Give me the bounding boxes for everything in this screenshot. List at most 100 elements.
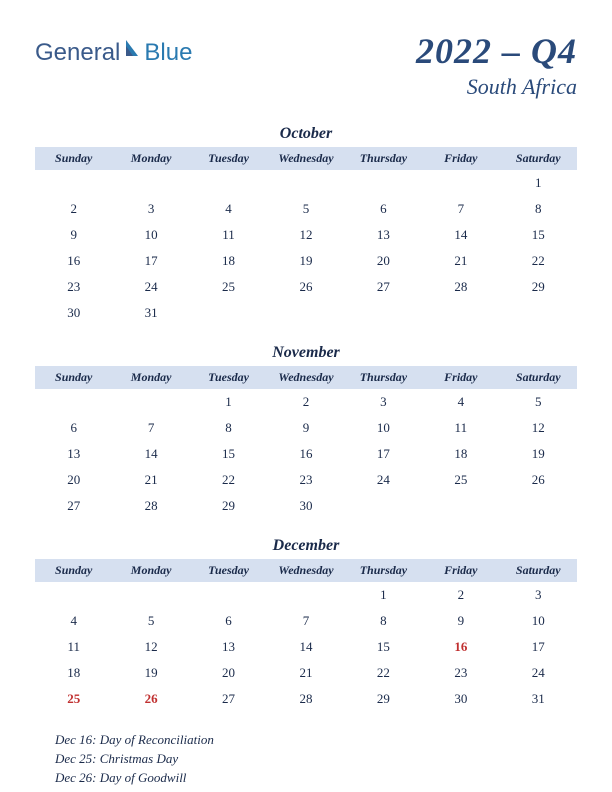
day-cell (422, 300, 499, 326)
day-cell: 3 (500, 582, 577, 608)
table-row: 25262728293031 (35, 686, 577, 712)
day-header: Friday (422, 147, 499, 170)
table-row: 45678910 (35, 608, 577, 634)
day-cell (422, 170, 499, 196)
calendar-table: SundayMondayTuesdayWednesdayThursdayFrid… (35, 559, 577, 712)
day-header: Sunday (35, 559, 112, 582)
day-cell: 11 (190, 222, 267, 248)
day-cell: 12 (112, 634, 189, 660)
day-cell: 3 (345, 389, 422, 415)
country-title: South Africa (416, 74, 577, 100)
day-cell: 28 (267, 686, 344, 712)
day-cell: 22 (190, 467, 267, 493)
title-block: 2022 – Q4 South Africa (416, 30, 577, 100)
day-cell: 10 (345, 415, 422, 441)
day-cell: 16 (35, 248, 112, 274)
day-cell: 13 (345, 222, 422, 248)
day-cell: 23 (422, 660, 499, 686)
day-cell (345, 300, 422, 326)
day-cell: 31 (112, 300, 189, 326)
day-cell: 4 (35, 608, 112, 634)
table-row: 2345678 (35, 196, 577, 222)
day-cell (500, 300, 577, 326)
day-cell: 20 (345, 248, 422, 274)
table-row: 1 (35, 170, 577, 196)
day-cell: 12 (500, 415, 577, 441)
day-cell: 9 (422, 608, 499, 634)
day-cell: 18 (35, 660, 112, 686)
day-header: Wednesday (267, 559, 344, 582)
day-cell: 25 (35, 686, 112, 712)
day-cell: 27 (190, 686, 267, 712)
day-cell: 6 (35, 415, 112, 441)
table-row: 20212223242526 (35, 467, 577, 493)
day-header: Saturday (500, 366, 577, 389)
holiday-item: Dec 16: Day of Reconciliation (55, 732, 577, 748)
day-cell: 9 (267, 415, 344, 441)
day-cell (35, 582, 112, 608)
day-header: Sunday (35, 147, 112, 170)
day-cell: 29 (500, 274, 577, 300)
table-row: 9101112131415 (35, 222, 577, 248)
calendar-table: SundayMondayTuesdayWednesdayThursdayFrid… (35, 366, 577, 519)
day-cell: 15 (500, 222, 577, 248)
day-cell (345, 493, 422, 519)
day-cell: 8 (500, 196, 577, 222)
day-cell: 1 (345, 582, 422, 608)
day-cell: 10 (500, 608, 577, 634)
holiday-item: Dec 26: Day of Goodwill (55, 770, 577, 786)
day-cell: 9 (35, 222, 112, 248)
day-cell: 13 (35, 441, 112, 467)
holidays-list: Dec 16: Day of Reconciliation Dec 25: Chr… (35, 732, 577, 786)
day-cell: 31 (500, 686, 577, 712)
day-header: Saturday (500, 147, 577, 170)
day-cell (112, 389, 189, 415)
table-row: 11121314151617 (35, 634, 577, 660)
table-row: 12345 (35, 389, 577, 415)
holiday-item: Dec 25: Christmas Day (55, 751, 577, 767)
day-cell (422, 493, 499, 519)
day-header: Monday (112, 147, 189, 170)
day-cell: 1 (190, 389, 267, 415)
day-cell: 24 (345, 467, 422, 493)
day-cell: 12 (267, 222, 344, 248)
day-cell: 2 (422, 582, 499, 608)
day-cell: 4 (190, 196, 267, 222)
table-row: 16171819202122 (35, 248, 577, 274)
table-row: 27282930 (35, 493, 577, 519)
day-cell: 24 (500, 660, 577, 686)
day-cell: 11 (35, 634, 112, 660)
day-header: Friday (422, 559, 499, 582)
day-header: Friday (422, 366, 499, 389)
day-cell: 7 (112, 415, 189, 441)
day-cell: 17 (500, 634, 577, 660)
day-cell: 2 (35, 196, 112, 222)
day-cell: 20 (35, 467, 112, 493)
day-cell: 25 (422, 467, 499, 493)
day-cell: 27 (35, 493, 112, 519)
day-cell: 15 (345, 634, 422, 660)
day-cell (267, 300, 344, 326)
table-row: 23242526272829 (35, 274, 577, 300)
table-row: 18192021222324 (35, 660, 577, 686)
month-name: October (35, 125, 577, 143)
day-cell: 26 (267, 274, 344, 300)
day-cell (35, 170, 112, 196)
day-cell: 30 (267, 493, 344, 519)
day-cell (190, 170, 267, 196)
day-cell: 25 (190, 274, 267, 300)
day-cell: 16 (267, 441, 344, 467)
day-cell: 30 (422, 686, 499, 712)
day-cell: 7 (267, 608, 344, 634)
day-header: Monday (112, 366, 189, 389)
month-block: December SundayMondayTuesdayWednesdayThur… (35, 537, 577, 712)
day-cell: 6 (190, 608, 267, 634)
month-name: December (35, 537, 577, 555)
month-block: NovemberSundayMondayTuesdayWednesdayThur… (35, 344, 577, 519)
day-cell: 11 (422, 415, 499, 441)
day-cell: 23 (267, 467, 344, 493)
day-cell: 19 (500, 441, 577, 467)
day-cell: 24 (112, 274, 189, 300)
day-cell: 19 (267, 248, 344, 274)
day-cell: 10 (112, 222, 189, 248)
